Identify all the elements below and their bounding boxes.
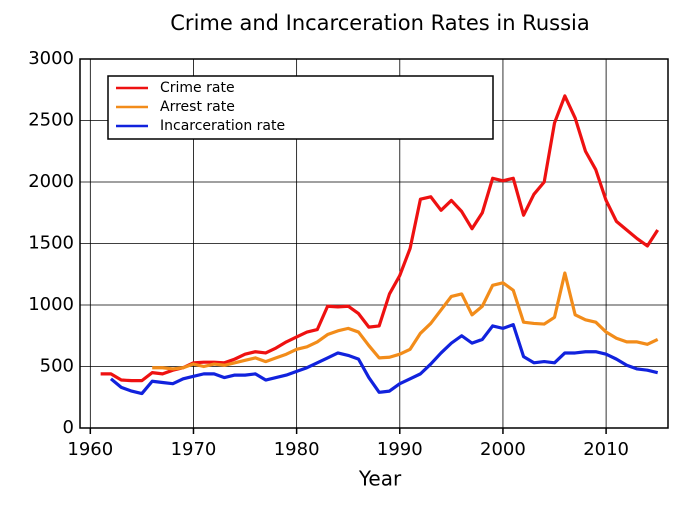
y-tick-label: 0 — [63, 417, 74, 438]
legend-label: Arrest rate — [160, 99, 235, 115]
x-tick-label: 1980 — [274, 439, 320, 460]
series-line — [152, 271, 659, 371]
y-tick-label: 2500 — [28, 110, 74, 131]
x-axis-label: Year — [358, 467, 402, 491]
y-tick-label: 2000 — [28, 171, 74, 192]
legend-label: Incarceration rate — [160, 118, 285, 134]
series-line — [109, 323, 659, 396]
x-tick-label: 2000 — [480, 439, 526, 460]
legend-label: Crime rate — [160, 80, 235, 96]
chart-title: Crime and Incarceration Rates in Russia — [170, 11, 589, 35]
x-tick-label: 1990 — [377, 439, 423, 460]
x-tick-label: 2010 — [583, 439, 629, 460]
plot-frame — [79, 58, 669, 429]
y-tick-label: 3000 — [28, 48, 74, 69]
x-tick-label: 1960 — [67, 439, 113, 460]
x-tick-label: 1970 — [171, 439, 217, 460]
legend-box — [107, 75, 494, 140]
y-tick-label: 1000 — [28, 294, 74, 315]
y-tick-label: 500 — [40, 356, 74, 377]
y-tick-label: 1500 — [28, 233, 74, 254]
